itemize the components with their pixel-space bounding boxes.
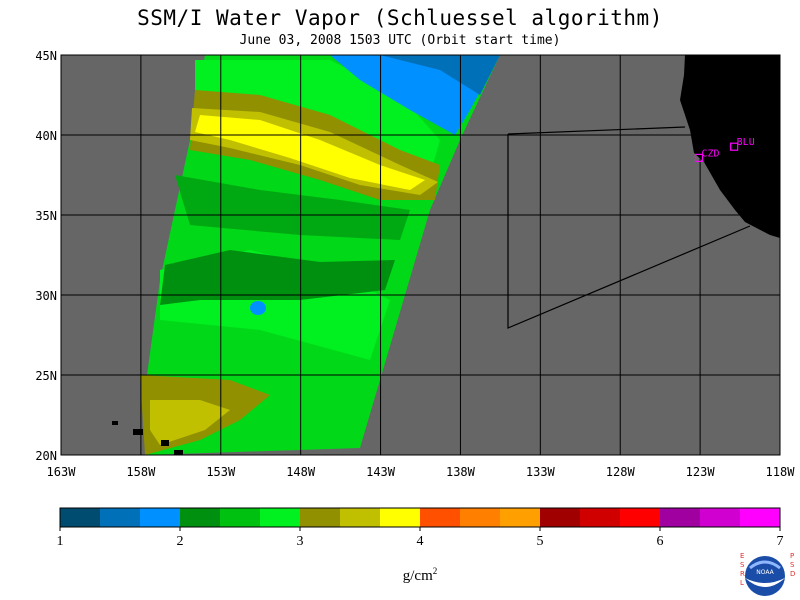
lon-label: 128W — [606, 465, 636, 479]
units-superscript: 2 — [432, 566, 438, 576]
colorbar-swatch — [300, 508, 341, 527]
colorbar — [59, 507, 781, 528]
colorbar-swatch — [380, 508, 421, 527]
colorbar-tick-label: 2 — [177, 534, 184, 549]
longitude-labels: 163W 158W 153W 148W 143W 138W 133W 128W 123W 118W — [47, 465, 796, 479]
colorbar-swatch — [620, 508, 661, 527]
lat-label: 25N — [35, 369, 57, 383]
noaa-text: NOAA — [756, 569, 774, 576]
lon-label: 118W — [766, 465, 796, 479]
swath-band-yellow — [195, 115, 425, 190]
lon-label: 143W — [366, 465, 396, 479]
swath-south-yellow — [150, 400, 230, 445]
colorbar-tick-label: 6 — [657, 534, 664, 549]
colorbar-swatch — [500, 508, 541, 527]
station-marker — [730, 142, 739, 151]
swath-band-dark-green — [160, 250, 395, 305]
colorbar-swatch — [220, 508, 261, 527]
colorbar-tick-label: 1 — [57, 534, 64, 549]
colorbar-swatch — [460, 508, 501, 527]
hawaii-island — [161, 440, 169, 446]
colorbar-units: g/cm2 — [0, 566, 800, 585]
station-markers: CZD BLU — [694, 137, 755, 162]
swath-dry-blue-dark — [380, 55, 500, 95]
station-label: BLU — [737, 137, 755, 148]
units-text: g/cm — [402, 568, 433, 584]
colorbar-tick-labels: 1 2 3 4 5 6 7 — [57, 527, 784, 549]
swath-blue-spot — [250, 301, 266, 315]
colorbar-swatch — [140, 508, 181, 527]
lat-label: 35N — [35, 209, 57, 223]
lon-label: 158W — [126, 465, 156, 479]
colorbar-tick-label: 4 — [417, 534, 424, 549]
page-subtitle: June 03, 2008 1503 UTC (Orbit start time… — [239, 33, 561, 48]
colorbar-swatch — [100, 508, 141, 527]
lat-label: 45N — [35, 49, 57, 63]
colorbar-swatch — [340, 508, 381, 527]
lat-label: 30N — [35, 289, 57, 303]
page-title: SSM/I Water Vapor (Schluessel algorithm) — [137, 6, 663, 30]
station-label: CZD — [702, 148, 720, 159]
domain-outline — [507, 126, 686, 135]
lon-label: 153W — [206, 465, 236, 479]
colorbar-tick-label: 7 — [777, 534, 784, 549]
colorbar-swatch — [700, 508, 741, 527]
colorbar-swatch — [660, 508, 701, 527]
land-california — [680, 55, 780, 238]
lon-label: 123W — [686, 465, 716, 479]
lat-label: 40N — [35, 129, 57, 143]
station-marker — [694, 153, 704, 162]
colorbar-swatch — [740, 508, 781, 527]
lon-label: 163W — [47, 465, 77, 479]
colorbar-tick-label: 5 — [537, 534, 544, 549]
colorbar-swatch — [180, 508, 221, 527]
hawaii-island — [174, 450, 183, 455]
colorbar-swatch — [580, 508, 621, 527]
lon-label: 138W — [446, 465, 476, 479]
colorbar-swatch — [540, 508, 581, 527]
latitude-labels: 45N 40N 35N 30N 25N 20N — [35, 49, 57, 463]
colorbar-swatch — [260, 508, 301, 527]
colorbar-swatch — [60, 508, 101, 527]
swath-band-dark-green-2 — [175, 175, 410, 240]
lon-label: 148W — [286, 465, 316, 479]
hawaii-island — [112, 421, 118, 425]
lon-label: 133W — [526, 465, 556, 479]
colorbar-tick-label: 3 — [297, 534, 304, 549]
colorbar-swatch — [420, 508, 461, 527]
map-border — [60, 54, 781, 456]
hawaii-island — [133, 429, 143, 435]
domain-outline — [507, 134, 751, 329]
lat-label: 20N — [35, 449, 57, 463]
